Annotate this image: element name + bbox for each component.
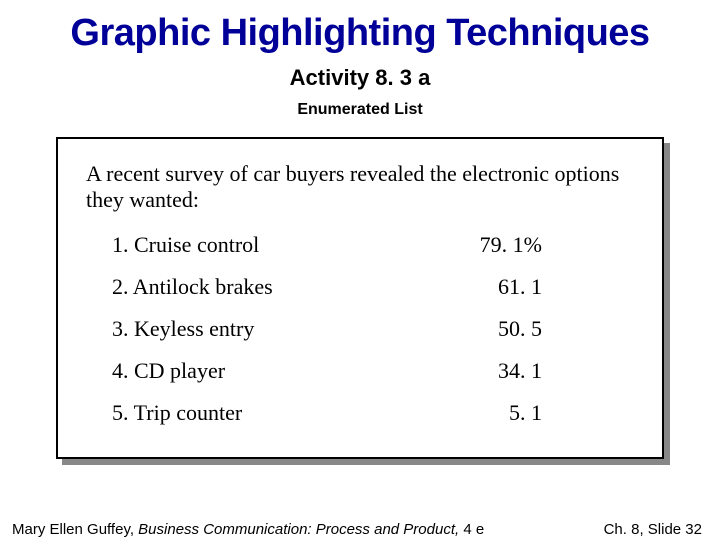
item-value: 79. 1% <box>462 232 542 258</box>
footer-slide-number: Ch. 8, Slide 32 <box>604 521 702 538</box>
item-label: 5. Trip counter <box>112 400 462 426</box>
activity-label: Activity 8. 3 a <box>0 65 720 91</box>
subtitle: Enumerated List <box>0 101 720 119</box>
footer-author: Mary Ellen Guffey, <box>12 521 138 538</box>
item-value: 5. 1 <box>462 400 542 426</box>
list-item: 3. Keyless entry 50. 5 <box>112 316 634 342</box>
item-label: 1. Cruise control <box>112 232 462 258</box>
intro-text: A recent survey of car buyers revealed t… <box>86 161 634 214</box>
item-value: 61. 1 <box>462 274 542 300</box>
item-label: 4. CD player <box>112 358 462 384</box>
slide-title: Graphic Highlighting Techniques <box>0 12 720 55</box>
enumerated-list: 1. Cruise control 79. 1% 2. Antilock bra… <box>112 232 634 426</box>
footer-book-title: Business Communication: Process and Prod… <box>138 521 463 538</box>
list-item: 4. CD player 34. 1 <box>112 358 634 384</box>
list-item: 1. Cruise control 79. 1% <box>112 232 634 258</box>
footer-edition: 4 e <box>463 521 484 538</box>
footer-citation: Mary Ellen Guffey, Business Communicatio… <box>12 521 484 538</box>
content-box-wrap: A recent survey of car buyers revealed t… <box>56 137 664 459</box>
item-value: 50. 5 <box>462 316 542 342</box>
item-label: 3. Keyless entry <box>112 316 462 342</box>
list-item: 2. Antilock brakes 61. 1 <box>112 274 634 300</box>
item-value: 34. 1 <box>462 358 542 384</box>
list-item: 5. Trip counter 5. 1 <box>112 400 634 426</box>
content-box: A recent survey of car buyers revealed t… <box>56 137 664 459</box>
item-label: 2. Antilock brakes <box>112 274 462 300</box>
